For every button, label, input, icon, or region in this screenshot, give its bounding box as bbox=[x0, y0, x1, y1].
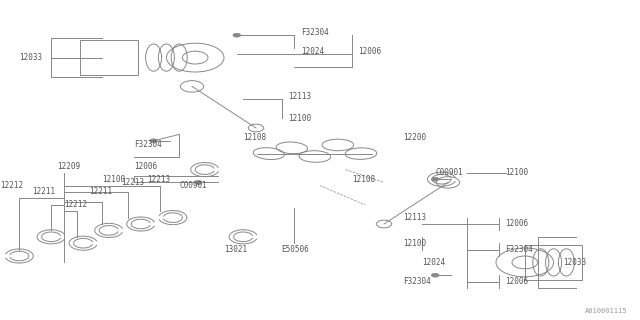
Text: 13021: 13021 bbox=[224, 245, 247, 254]
Text: 12033: 12033 bbox=[19, 53, 42, 62]
Text: F32304: F32304 bbox=[301, 28, 328, 36]
Text: 12213: 12213 bbox=[147, 175, 170, 184]
Text: 12100: 12100 bbox=[102, 175, 125, 184]
Text: 12212: 12212 bbox=[0, 181, 23, 190]
Text: 12100: 12100 bbox=[403, 239, 426, 248]
Bar bbox=[525, 245, 582, 280]
Text: 12213: 12213 bbox=[122, 178, 145, 187]
Circle shape bbox=[431, 177, 439, 181]
Circle shape bbox=[150, 139, 157, 143]
Text: 12100: 12100 bbox=[506, 168, 529, 177]
Text: 12212: 12212 bbox=[64, 200, 87, 209]
Text: F32304: F32304 bbox=[506, 245, 533, 254]
Text: C00901: C00901 bbox=[179, 181, 207, 190]
Text: 12033: 12033 bbox=[563, 258, 586, 267]
Circle shape bbox=[195, 180, 202, 184]
Text: 12006: 12006 bbox=[506, 277, 529, 286]
Text: 12006: 12006 bbox=[506, 220, 529, 228]
Text: 12100: 12100 bbox=[288, 114, 311, 123]
Text: E50506: E50506 bbox=[282, 245, 309, 254]
Text: 12113: 12113 bbox=[288, 92, 311, 100]
Text: 12108: 12108 bbox=[352, 175, 375, 184]
Text: 12211: 12211 bbox=[90, 188, 113, 196]
Text: 12006: 12006 bbox=[358, 47, 381, 56]
Text: 12211: 12211 bbox=[32, 188, 55, 196]
Circle shape bbox=[233, 33, 241, 37]
Text: 12024: 12024 bbox=[301, 47, 324, 56]
Text: C00901: C00901 bbox=[435, 168, 463, 177]
Text: F32304: F32304 bbox=[403, 277, 431, 286]
Text: A010001115: A010001115 bbox=[585, 308, 627, 314]
Text: 12108: 12108 bbox=[243, 133, 266, 142]
Bar bbox=[80, 40, 138, 75]
Text: 12113: 12113 bbox=[403, 213, 426, 222]
Text: 12006: 12006 bbox=[134, 162, 157, 171]
Text: 12209: 12209 bbox=[58, 162, 81, 171]
Circle shape bbox=[431, 273, 439, 277]
Text: 12200: 12200 bbox=[403, 133, 426, 142]
Text: 12024: 12024 bbox=[422, 258, 445, 267]
Text: F32304: F32304 bbox=[134, 140, 162, 148]
